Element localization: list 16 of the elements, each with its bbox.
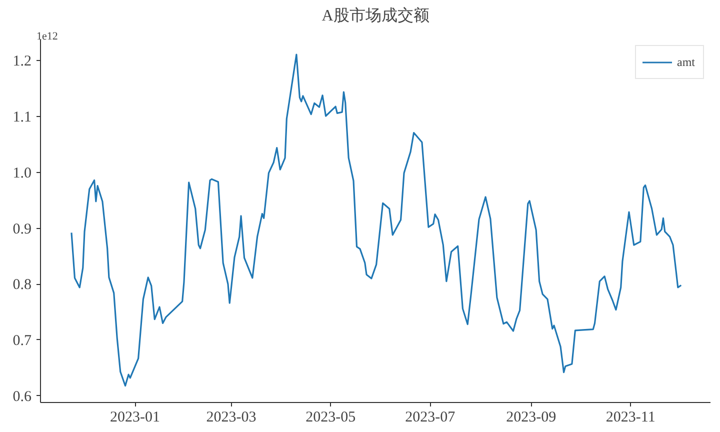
annotation: 1e12 (36, 30, 58, 42)
y-tick-label: 0.9 (12, 221, 32, 238)
x-tick-label: 2023-03 (206, 410, 256, 426)
x-tick-label: 2023-05 (306, 410, 356, 426)
x-tick-label: 2023-07 (405, 410, 456, 426)
legend-label: amt (677, 54, 696, 70)
x-tick-label: 2023-01 (110, 410, 160, 426)
x-tick-label: 2023-09 (506, 410, 556, 426)
y-tick-label: 1.2 (12, 54, 32, 70)
y-tick-label: 0.8 (12, 277, 32, 294)
y-tick-label: 1.0 (12, 165, 32, 182)
x-tick-label: 2023-11 (606, 410, 656, 426)
y-tick-label: 0.7 (12, 332, 32, 349)
chart-title: A股市场成交额 (322, 6, 430, 24)
y-tick-label: 0.6 (12, 388, 32, 405)
y-tick-label: 1.1 (12, 110, 32, 126)
